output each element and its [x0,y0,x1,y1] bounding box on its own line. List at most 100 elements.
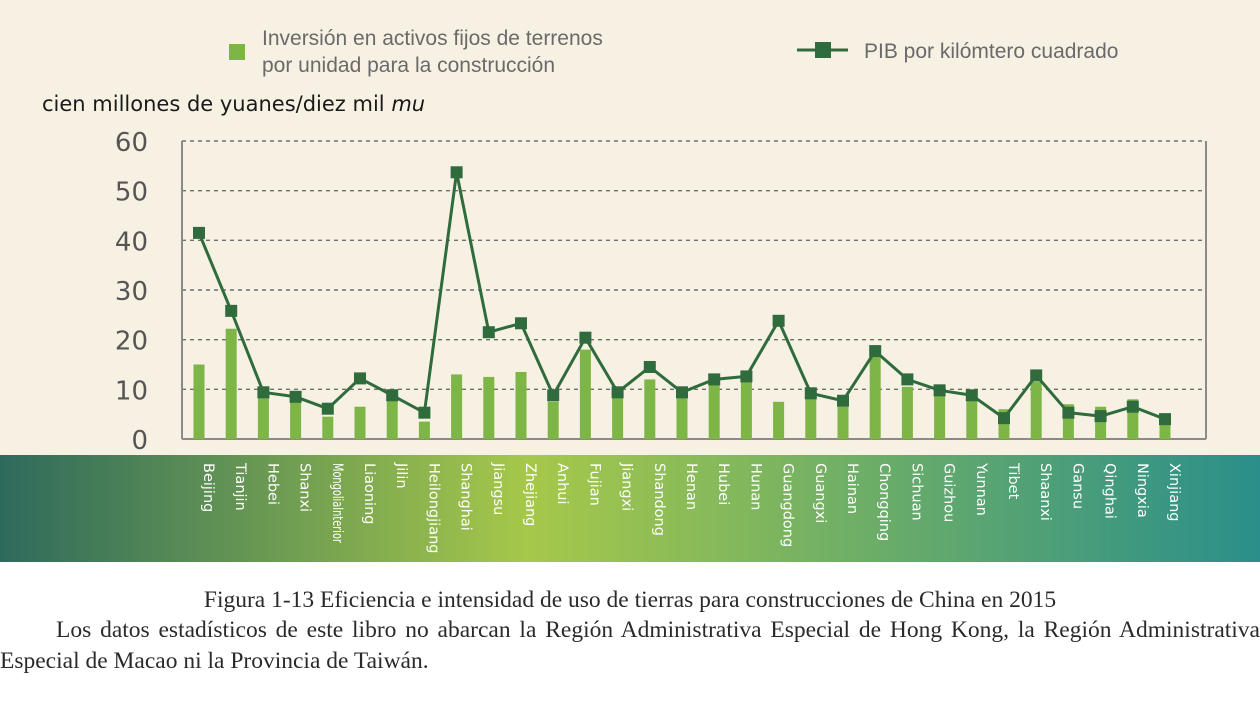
grid-layer [181,140,1207,440]
line-marker [1159,413,1171,426]
bar [451,374,463,439]
x-tick-label: Jiangsu [490,462,506,515]
bar [386,389,398,439]
y-axis-ticks: 0 10 20 30 40 50 60 [115,128,148,456]
bar [612,394,624,439]
line-marker [1094,410,1107,423]
line-marker [837,394,849,407]
line-marker [1030,369,1043,382]
legend-bar-swatch [229,44,245,60]
line-marker [450,166,463,179]
x-tick-label: Heilongjiang [425,463,441,553]
x-tick-label: Guizhou [941,463,957,522]
bar [773,401,785,439]
bar [676,396,688,439]
line-marker [1126,400,1139,413]
line-layer [193,166,1171,426]
x-tick-label: Henan [683,463,699,510]
line-marker [547,389,560,402]
x-axis-ticks: Beijing Tianjin Hebei Shanxi MongoliaInterio… [200,462,1182,553]
x-tick-label: Shaanxi [1037,463,1053,521]
line-marker [772,314,785,327]
x-tick-label: Shandong [651,463,667,536]
bar [1095,406,1107,439]
legend-bar-label-line2: por unidad para la construcción [262,54,555,77]
y-tick-label: 10 [115,376,148,406]
legend-line-marker [815,42,831,58]
y-unit-label-italic: mu [391,92,425,116]
bar [225,328,237,439]
y-tick-label: 30 [115,277,148,307]
bar [322,416,334,439]
line-marker [643,360,656,373]
legend-bar-label-line1: Inversión en activos fijos de terrenos [262,27,603,50]
x-tick-label: Yunnan [973,462,989,516]
bar [547,401,559,439]
line-marker [708,373,721,386]
line-marker [257,386,270,399]
bar [418,421,430,439]
bar [290,401,302,439]
x-tick-label: Hebei [264,463,280,505]
x-tick-label: Jilin [393,462,409,489]
bar [644,379,656,439]
x-tick-label: Qinghai [1102,463,1118,519]
x-tick-label: Jiangxi [619,462,635,511]
x-tick-label: Liaoning [361,463,377,524]
x-tick-label: Tibet [1005,462,1021,500]
x-tick-label: Hunan [747,463,763,510]
x-tick-label: MongoliaInterior [329,463,345,543]
caption: Figura 1-13 Eficiencia e intensidad de u… [0,585,1260,677]
line-marker [676,386,688,399]
category-band [0,455,1260,562]
y-tick-label: 20 [115,327,148,357]
line-marker [386,389,399,402]
bar [740,381,752,439]
chart: Inversión en activos fijos de terrenos p… [0,27,1260,562]
x-tick-label: Zhejiang [522,463,538,526]
bar [805,396,817,439]
line-marker [933,384,946,397]
bar [1030,381,1042,439]
bar-layer [193,328,1171,439]
line-marker [901,373,914,386]
bar [257,394,269,439]
line-marker [225,304,238,317]
x-tick-label: Guangxi [812,463,828,523]
series-line [197,170,1166,421]
x-tick-label: Guangdong [780,463,796,547]
x-tick-label: Hubei [715,463,731,505]
bar [837,406,849,439]
line-marker [515,317,527,330]
line-marker [998,412,1010,425]
bar [579,349,591,439]
line-marker [354,372,366,385]
line-marker [1062,406,1075,419]
x-tick-label: Chongqing [876,463,892,541]
line-marker [418,406,431,419]
line-marker [289,390,302,403]
x-tick-label: Shanxi [297,463,313,512]
x-tick-label: Ningxia [1134,463,1150,518]
legend-line-label: PIB por kilómtero cuadrado [864,40,1118,63]
x-tick-label: Tianjin [232,462,248,511]
y-tick-label: 50 [115,178,148,208]
line-marker [740,370,753,383]
x-tick-label: Sichuan [908,463,924,521]
bar [1159,424,1171,439]
line-marker [965,389,978,402]
figure-caption-title: Figura 1-13 Eficiencia e intensidad de u… [203,587,1057,613]
line-marker [804,387,817,400]
bar [708,384,720,439]
line-marker [321,402,334,415]
bar [1062,404,1074,439]
line-marker [482,326,495,339]
x-tick-label: Xinjiang [1166,463,1182,522]
y-tick-label: 40 [115,227,148,257]
line-marker [869,345,882,358]
y-unit-label: cien millones de yuanes/diez mil mu [42,92,425,116]
chart-panel: Inversión en activos fijos de terrenos p… [0,0,1260,562]
bar [934,394,946,439]
bar [901,386,913,439]
figure-caption-note: Los datos estadísticos de este libro no … [0,617,1260,674]
